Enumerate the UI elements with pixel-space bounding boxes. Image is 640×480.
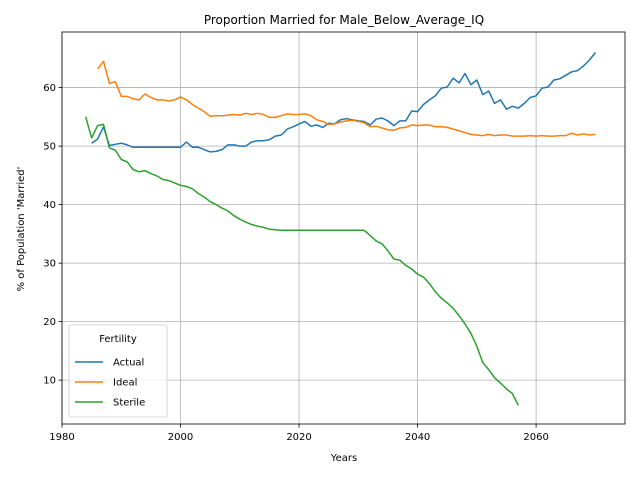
legend-box xyxy=(68,324,168,418)
legend-label-ideal: Ideal xyxy=(113,378,137,389)
legend-label-actual: Actual xyxy=(113,358,144,369)
y-tick-label: 10 xyxy=(43,376,56,387)
series-layer xyxy=(84,52,596,406)
x-tick-label: 1980 xyxy=(49,432,74,443)
legend-title: Fertility xyxy=(99,334,137,345)
series-line-actual xyxy=(91,52,596,153)
y-tick-label: 30 xyxy=(43,259,56,270)
series-line-sterile xyxy=(84,116,519,406)
chart-title: Proportion Married for Male_Below_Averag… xyxy=(204,13,484,27)
y-axis-label: % of Population 'Married' xyxy=(16,167,27,292)
plot-frame xyxy=(61,31,626,425)
y-tick-label: 40 xyxy=(43,200,56,211)
y-tick-label: 60 xyxy=(43,83,56,94)
legend-label-sterile: Sterile xyxy=(113,398,145,409)
axes: 1980 2000 2020 2040 2060 10 20 30 40 50 60 xyxy=(43,31,626,443)
x-tick-label: 2040 xyxy=(405,432,430,443)
x-tick-label: 2020 xyxy=(286,432,311,443)
y-tick-label: 50 xyxy=(43,142,56,153)
x-axis-label: Years xyxy=(330,453,357,464)
y-tick-label: 20 xyxy=(43,317,56,328)
legend: Fertility Actual Ideal Sterile xyxy=(68,324,168,418)
series-line-ideal xyxy=(97,60,596,137)
grid xyxy=(61,32,625,424)
x-tick-label: 2060 xyxy=(523,432,548,443)
x-tick-label: 2000 xyxy=(168,432,193,443)
